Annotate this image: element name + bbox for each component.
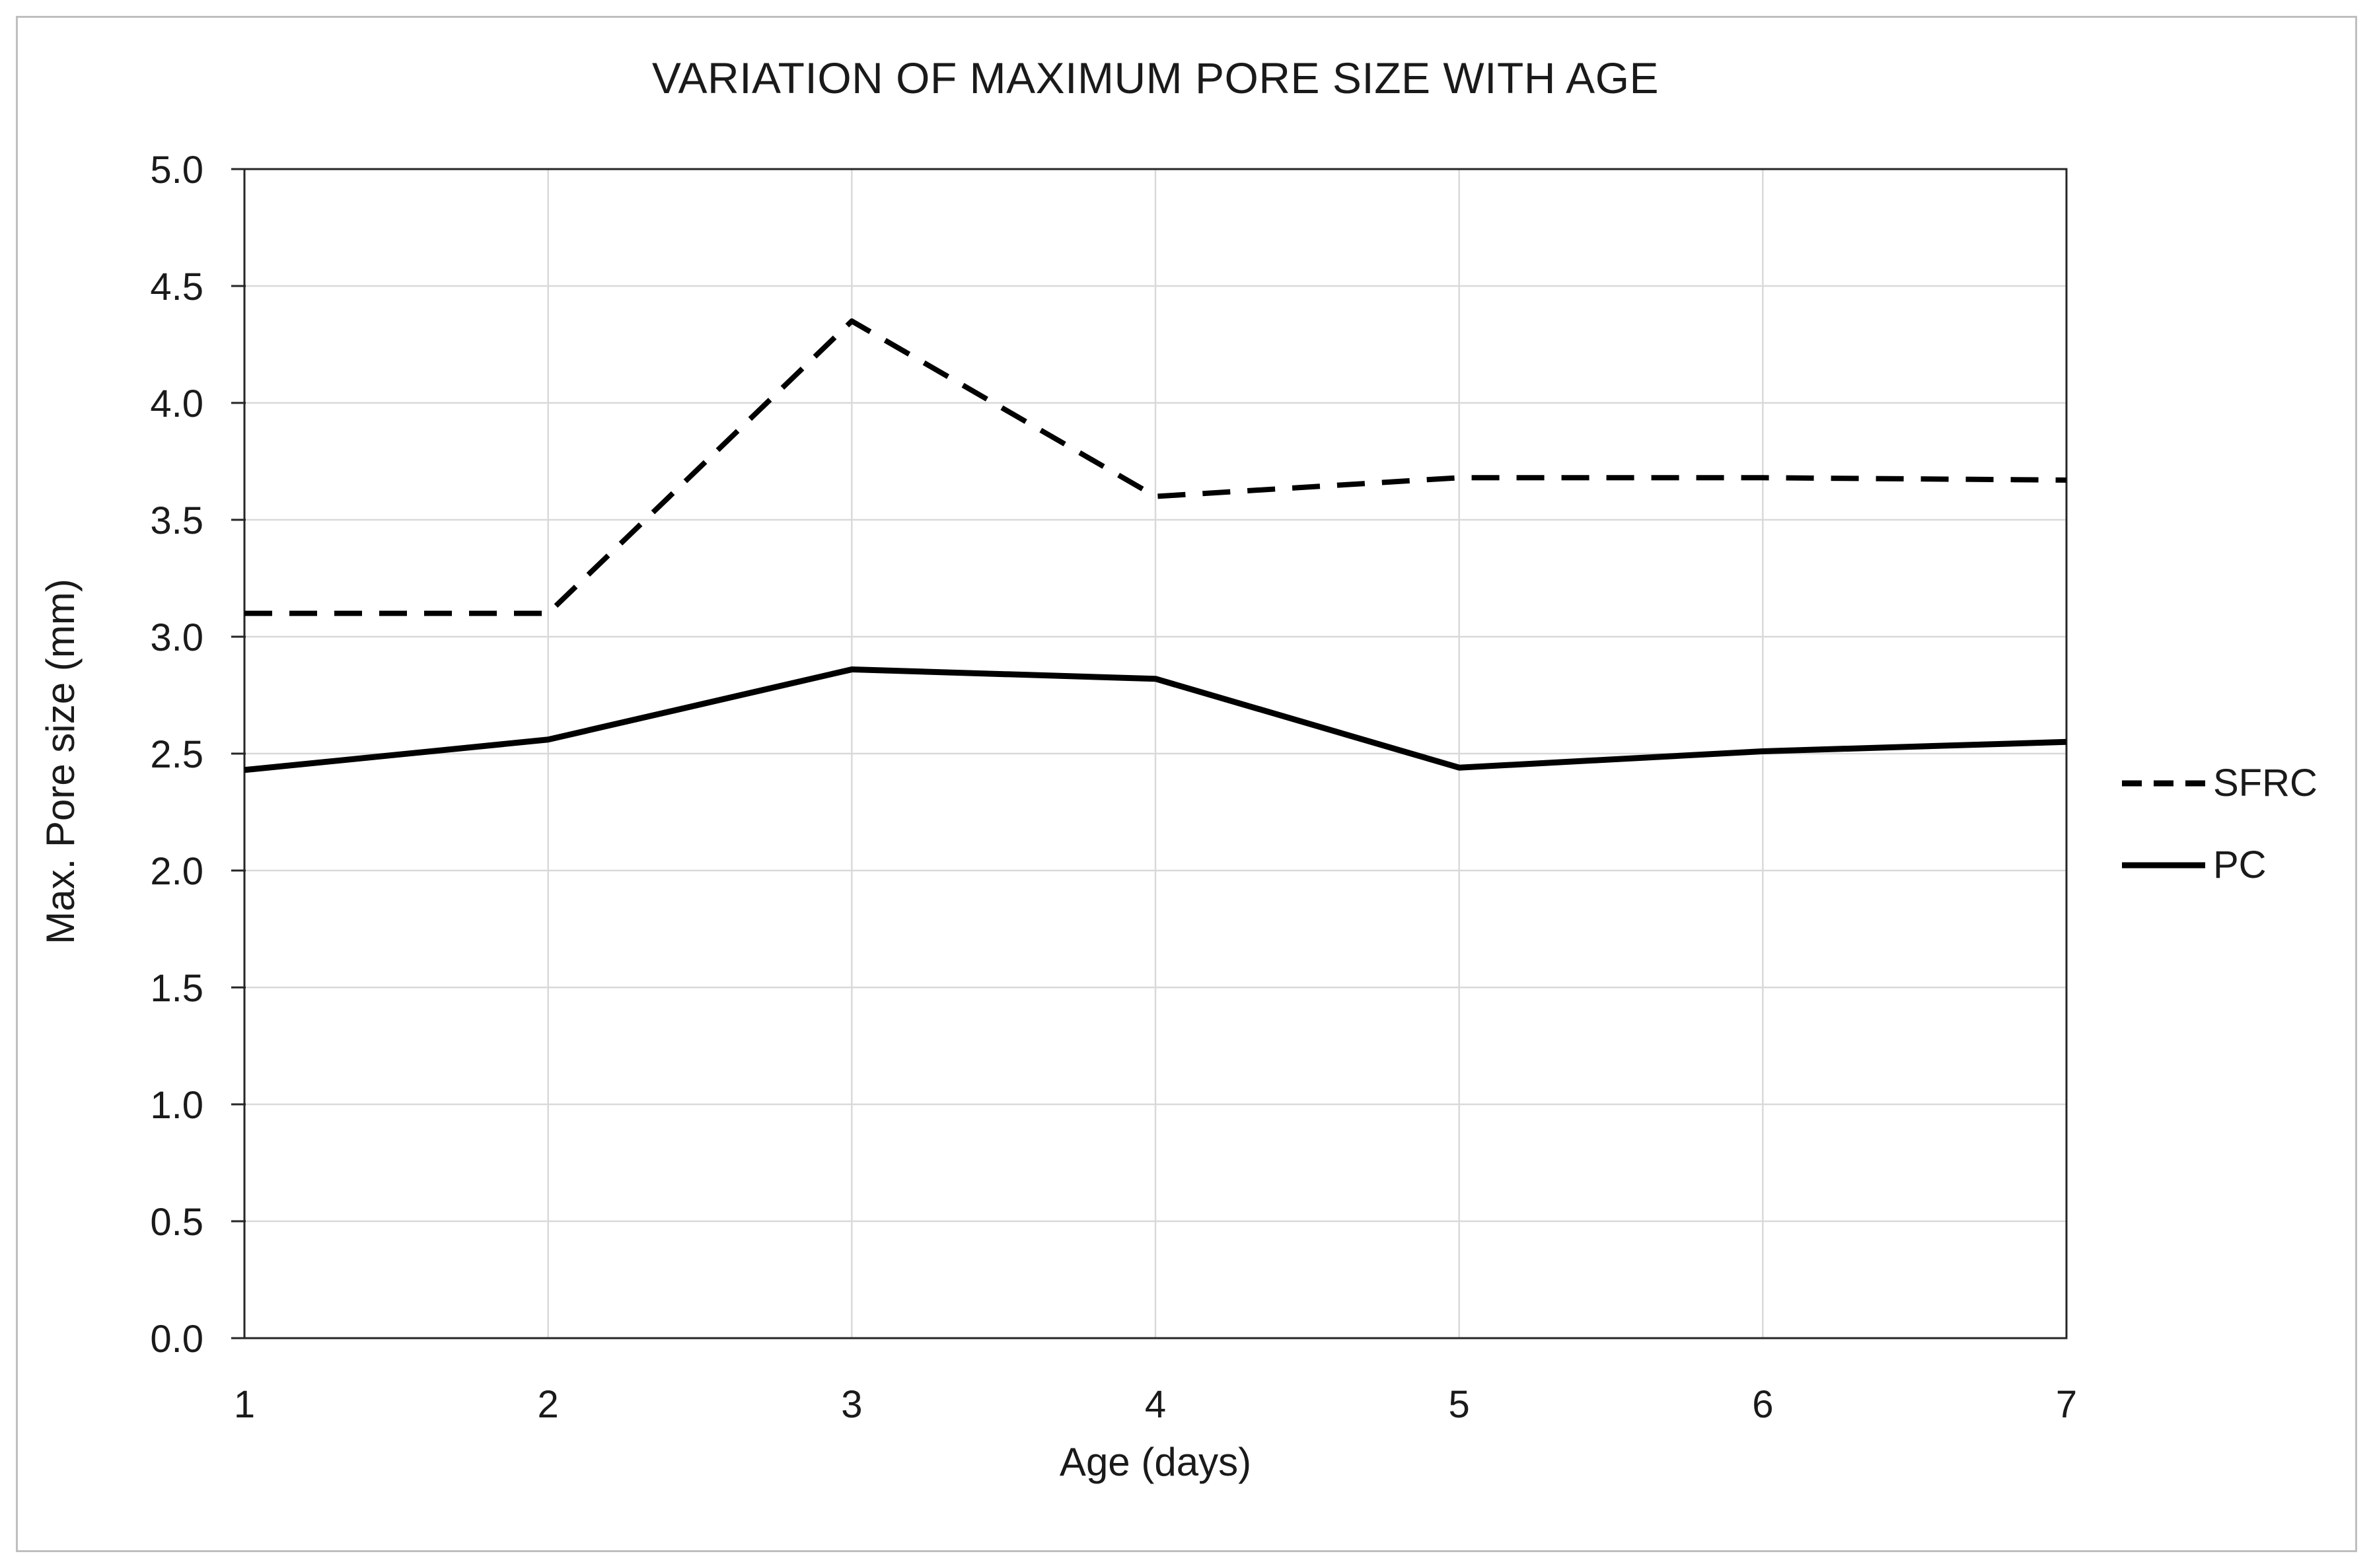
legend: SFRC PC xyxy=(2122,760,2318,889)
legend-label-pc: PC xyxy=(2213,843,2267,886)
legend-item-pc: PC xyxy=(2122,841,2318,889)
y-tick-label: 2.5 xyxy=(150,733,203,776)
dashed-line-swatch-icon xyxy=(2122,780,2205,787)
legend-item-sfrc: SFRC xyxy=(2122,760,2318,807)
y-tick-label: 3.0 xyxy=(150,616,203,659)
x-tick-label: 4 xyxy=(1145,1383,1166,1426)
solid-line-swatch-icon xyxy=(2122,862,2205,869)
y-tick-label: 4.0 xyxy=(150,382,203,425)
y-tick-label: 1.5 xyxy=(150,967,203,1010)
y-tick-label: 0.0 xyxy=(150,1318,203,1361)
x-tick-label: 1 xyxy=(234,1383,255,1426)
y-tick-label: 5.0 xyxy=(150,149,203,192)
y-tick-label: 2.0 xyxy=(150,850,203,893)
x-tick-label: 7 xyxy=(2056,1383,2077,1426)
y-tick-label: 1.0 xyxy=(150,1084,203,1127)
x-tick-label: 5 xyxy=(1449,1383,1470,1426)
x-axis-title: Age (days) xyxy=(1059,1440,1252,1484)
y-tick-label: 0.5 xyxy=(150,1201,203,1244)
series-line-sfrc xyxy=(244,318,2067,616)
x-tick-label: 3 xyxy=(841,1383,862,1426)
x-tick-label: 6 xyxy=(1752,1383,1773,1426)
legend-label-sfrc: SFRC xyxy=(2213,762,2318,804)
series-line-pc xyxy=(244,666,2067,773)
y-tick-label: 4.5 xyxy=(150,266,203,308)
x-tick-label: 2 xyxy=(538,1383,559,1426)
y-tick-label: 3.5 xyxy=(150,499,203,542)
chart-title: VARIATION OF MAXIMUM PORE SIZE WITH AGE xyxy=(651,53,1660,102)
